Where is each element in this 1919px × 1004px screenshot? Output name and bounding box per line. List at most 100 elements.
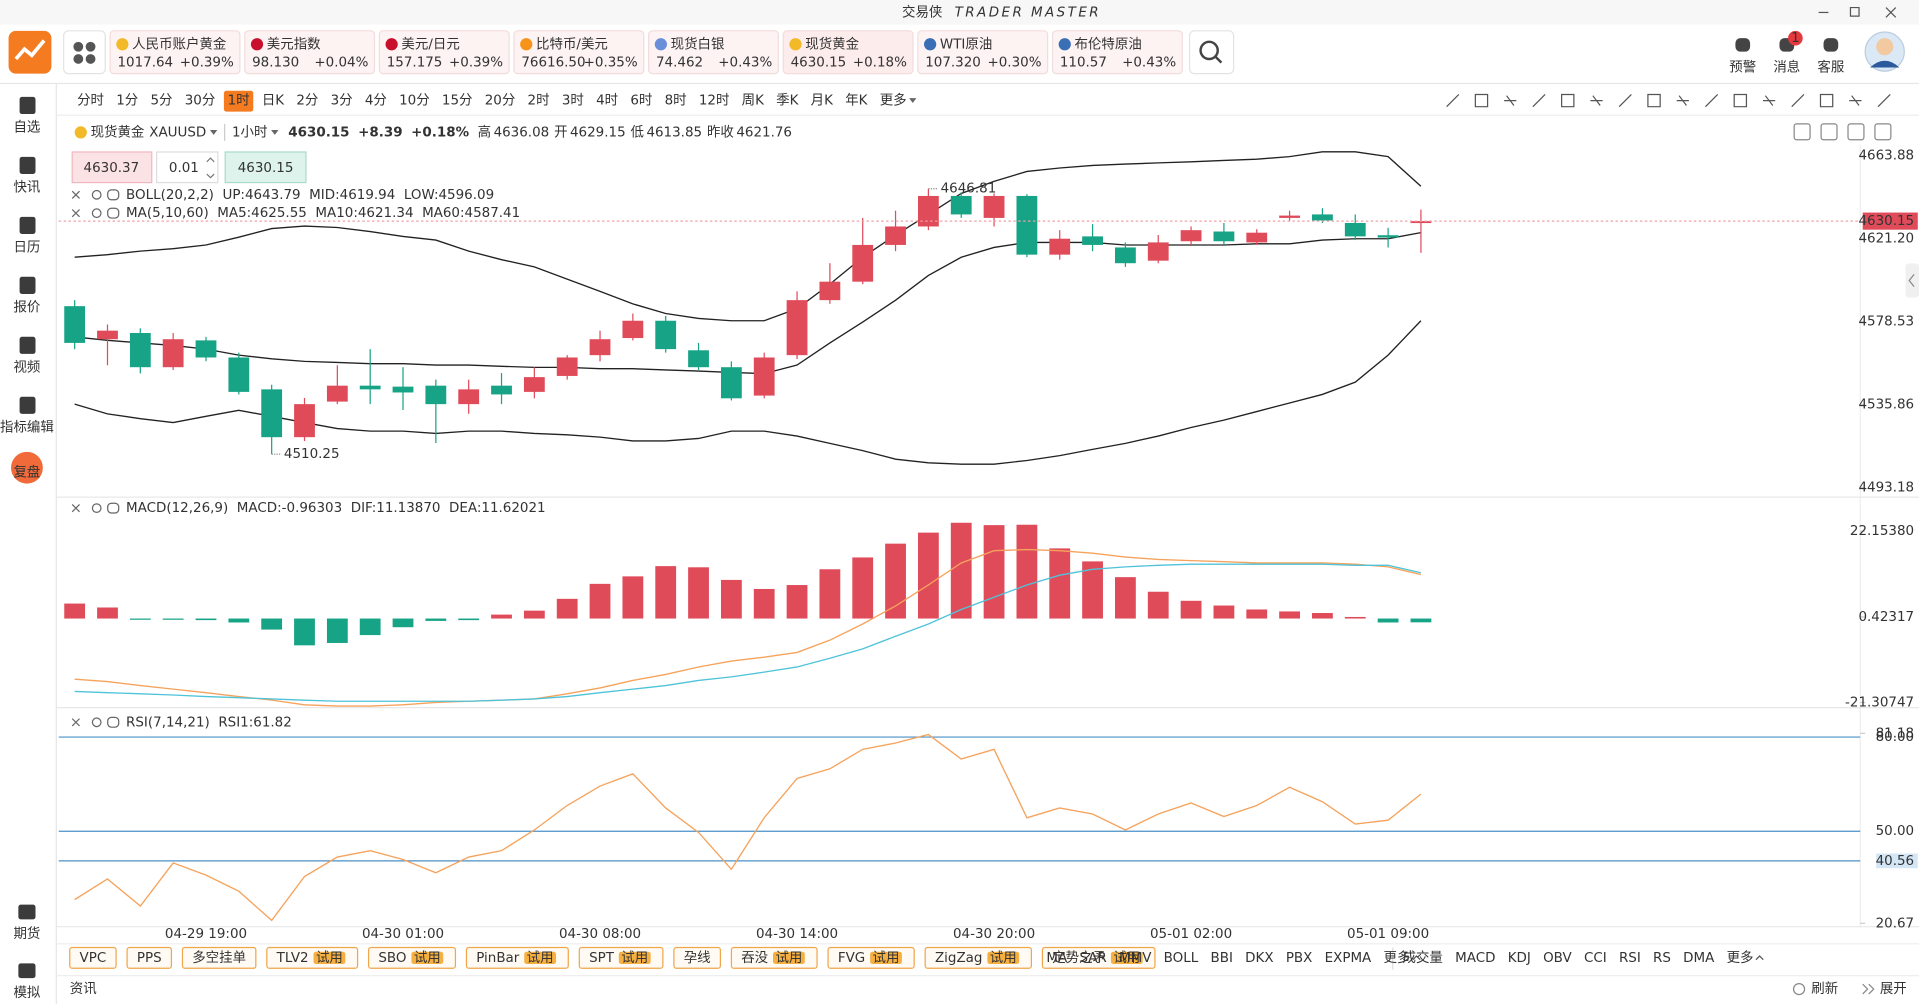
drawing-tool[interactable] [1446, 94, 1460, 108]
drawing-tool[interactable] [1877, 94, 1891, 108]
timeframe[interactable]: 6时 [630, 93, 652, 109]
sidebar-icon[interactable] [19, 396, 36, 414]
timeframe[interactable]: 季K [776, 93, 799, 109]
sidebar-icon[interactable] [19, 276, 36, 294]
indicator-toggle[interactable]: EXPMA [1325, 951, 1372, 966]
legend-toggle[interactable] [107, 716, 120, 728]
indicator-toggle[interactable]: MA [1046, 951, 1068, 966]
drawing-tool[interactable] [1705, 94, 1719, 108]
drawing-tool[interactable] [1791, 94, 1805, 108]
indicator-button[interactable] [673, 946, 722, 969]
ticker-card[interactable] [782, 30, 914, 75]
drawing-tool[interactable] [1618, 94, 1632, 108]
legend-toggle[interactable] [107, 502, 120, 514]
lots-box[interactable] [156, 151, 219, 184]
indicator-toggle[interactable]: CCI [1584, 951, 1607, 966]
legend-close[interactable] [71, 718, 80, 727]
legend-toggle[interactable] [107, 189, 120, 201]
indicator-button[interactable] [126, 946, 173, 969]
drawing-tool[interactable] [1474, 93, 1489, 108]
timeframe[interactable]: 5分 [151, 93, 173, 109]
indicator-toggle[interactable]: DKX [1245, 951, 1273, 966]
indicator-toggle[interactable]: 成交量 [1403, 949, 1443, 966]
timeframe[interactable]: 月K [811, 94, 834, 109]
ticker-card[interactable] [109, 30, 241, 75]
indicator-toggle[interactable]: MMV [1119, 951, 1152, 966]
indicator-toggle[interactable]: BBI [1211, 951, 1233, 966]
collapse-tab[interactable] [1905, 263, 1919, 298]
drawing-tool[interactable] [1532, 94, 1546, 108]
drawing-tool[interactable] [1676, 95, 1689, 106]
timeframe[interactable]: 周K [742, 94, 765, 109]
timeframe[interactable]: 10分 [399, 93, 430, 109]
legend-settings[interactable] [91, 189, 102, 200]
sidebar-icon[interactable] [19, 156, 36, 175]
indicator-toggle[interactable]: DMA [1683, 951, 1715, 966]
timeframe[interactable]: 12时 [699, 93, 730, 109]
legend-settings[interactable] [91, 717, 102, 728]
indicator-toggle[interactable]: 更多 [1727, 949, 1754, 966]
timeframe[interactable]: 30分 [185, 93, 216, 109]
sidebar-icon[interactable] [19, 96, 36, 115]
panel-tool[interactable] [1793, 123, 1811, 141]
menu-button[interactable] [63, 30, 106, 75]
action-icon[interactable] [1823, 38, 1839, 52]
sidebar-icon[interactable] [19, 336, 36, 354]
ticker-card[interactable] [1051, 30, 1183, 75]
timeframe[interactable]: 4时 [596, 93, 618, 109]
legend-close[interactable] [71, 209, 80, 218]
sidebar-icon[interactable] [18, 963, 36, 979]
drawing-tool[interactable] [1849, 95, 1862, 106]
timeframe[interactable]: 年K [845, 93, 868, 109]
indicator-toggle[interactable]: RSI [1619, 951, 1641, 966]
indicator-button[interactable] [181, 946, 257, 969]
window-control[interactable] [1849, 6, 1860, 17]
indicator-toggle[interactable]: RS [1653, 951, 1671, 966]
footer-expand[interactable]: 展开 [1880, 982, 1907, 997]
timeframe[interactable]: 分时 [77, 93, 104, 109]
drawing-tool[interactable] [1590, 95, 1603, 106]
indicator-button[interactable] [69, 946, 117, 969]
action-icon[interactable] [1735, 38, 1751, 52]
panel-tool[interactable] [1847, 123, 1865, 141]
timeframe[interactable]: 3分 [331, 93, 353, 109]
search-button[interactable] [1188, 30, 1235, 75]
timeframe[interactable]: 20分 [485, 93, 516, 109]
drawing-tool[interactable] [1561, 93, 1575, 108]
drawing-tool[interactable] [1504, 95, 1517, 106]
timeframe[interactable]: 4分 [365, 93, 387, 109]
indicator-toggle[interactable]: MACD [1455, 951, 1495, 966]
indicator-toggle[interactable]: SAR [1079, 951, 1106, 966]
legend-settings[interactable] [91, 208, 102, 219]
timeframe[interactable]: 3时 [562, 93, 584, 109]
indicator-toggle[interactable]: BOLL [1164, 951, 1199, 966]
sell-box[interactable] [71, 151, 153, 184]
drawing-tool[interactable] [1819, 93, 1834, 108]
timeframe[interactable]: 1时 [228, 93, 250, 109]
indicator-toggle[interactable]: KDJ [1508, 951, 1531, 966]
window-control[interactable] [1885, 7, 1897, 18]
drawing-tool[interactable] [1647, 93, 1661, 108]
legend-toggle[interactable] [107, 207, 120, 219]
timeframe[interactable]: 2分 [296, 93, 318, 109]
legend-close[interactable] [71, 504, 80, 513]
timeframe[interactable]: 日K [262, 94, 285, 109]
timeframe[interactable]: 8时 [665, 93, 687, 109]
ticker-card[interactable] [378, 30, 510, 75]
drawing-tool[interactable] [1762, 95, 1776, 106]
lots-spinner[interactable] [206, 157, 215, 179]
footer-news[interactable]: 资讯 [70, 981, 97, 997]
replay-button[interactable] [11, 451, 43, 484]
legend-settings[interactable] [91, 503, 102, 514]
indicator-toggle[interactable]: 更多 [1384, 949, 1411, 966]
buy-box[interactable] [224, 151, 307, 184]
legend-close[interactable] [71, 190, 80, 199]
sidebar-icon[interactable] [19, 216, 36, 234]
ticker-card[interactable] [917, 30, 1049, 75]
timeframe[interactable]: 1分 [116, 93, 138, 109]
timeframe[interactable]: 15分 [442, 93, 473, 109]
sidebar-icon[interactable] [18, 904, 36, 920]
ticker-card[interactable] [513, 30, 645, 75]
panel-tool[interactable] [1820, 123, 1838, 141]
panel-tool[interactable] [1874, 123, 1892, 141]
